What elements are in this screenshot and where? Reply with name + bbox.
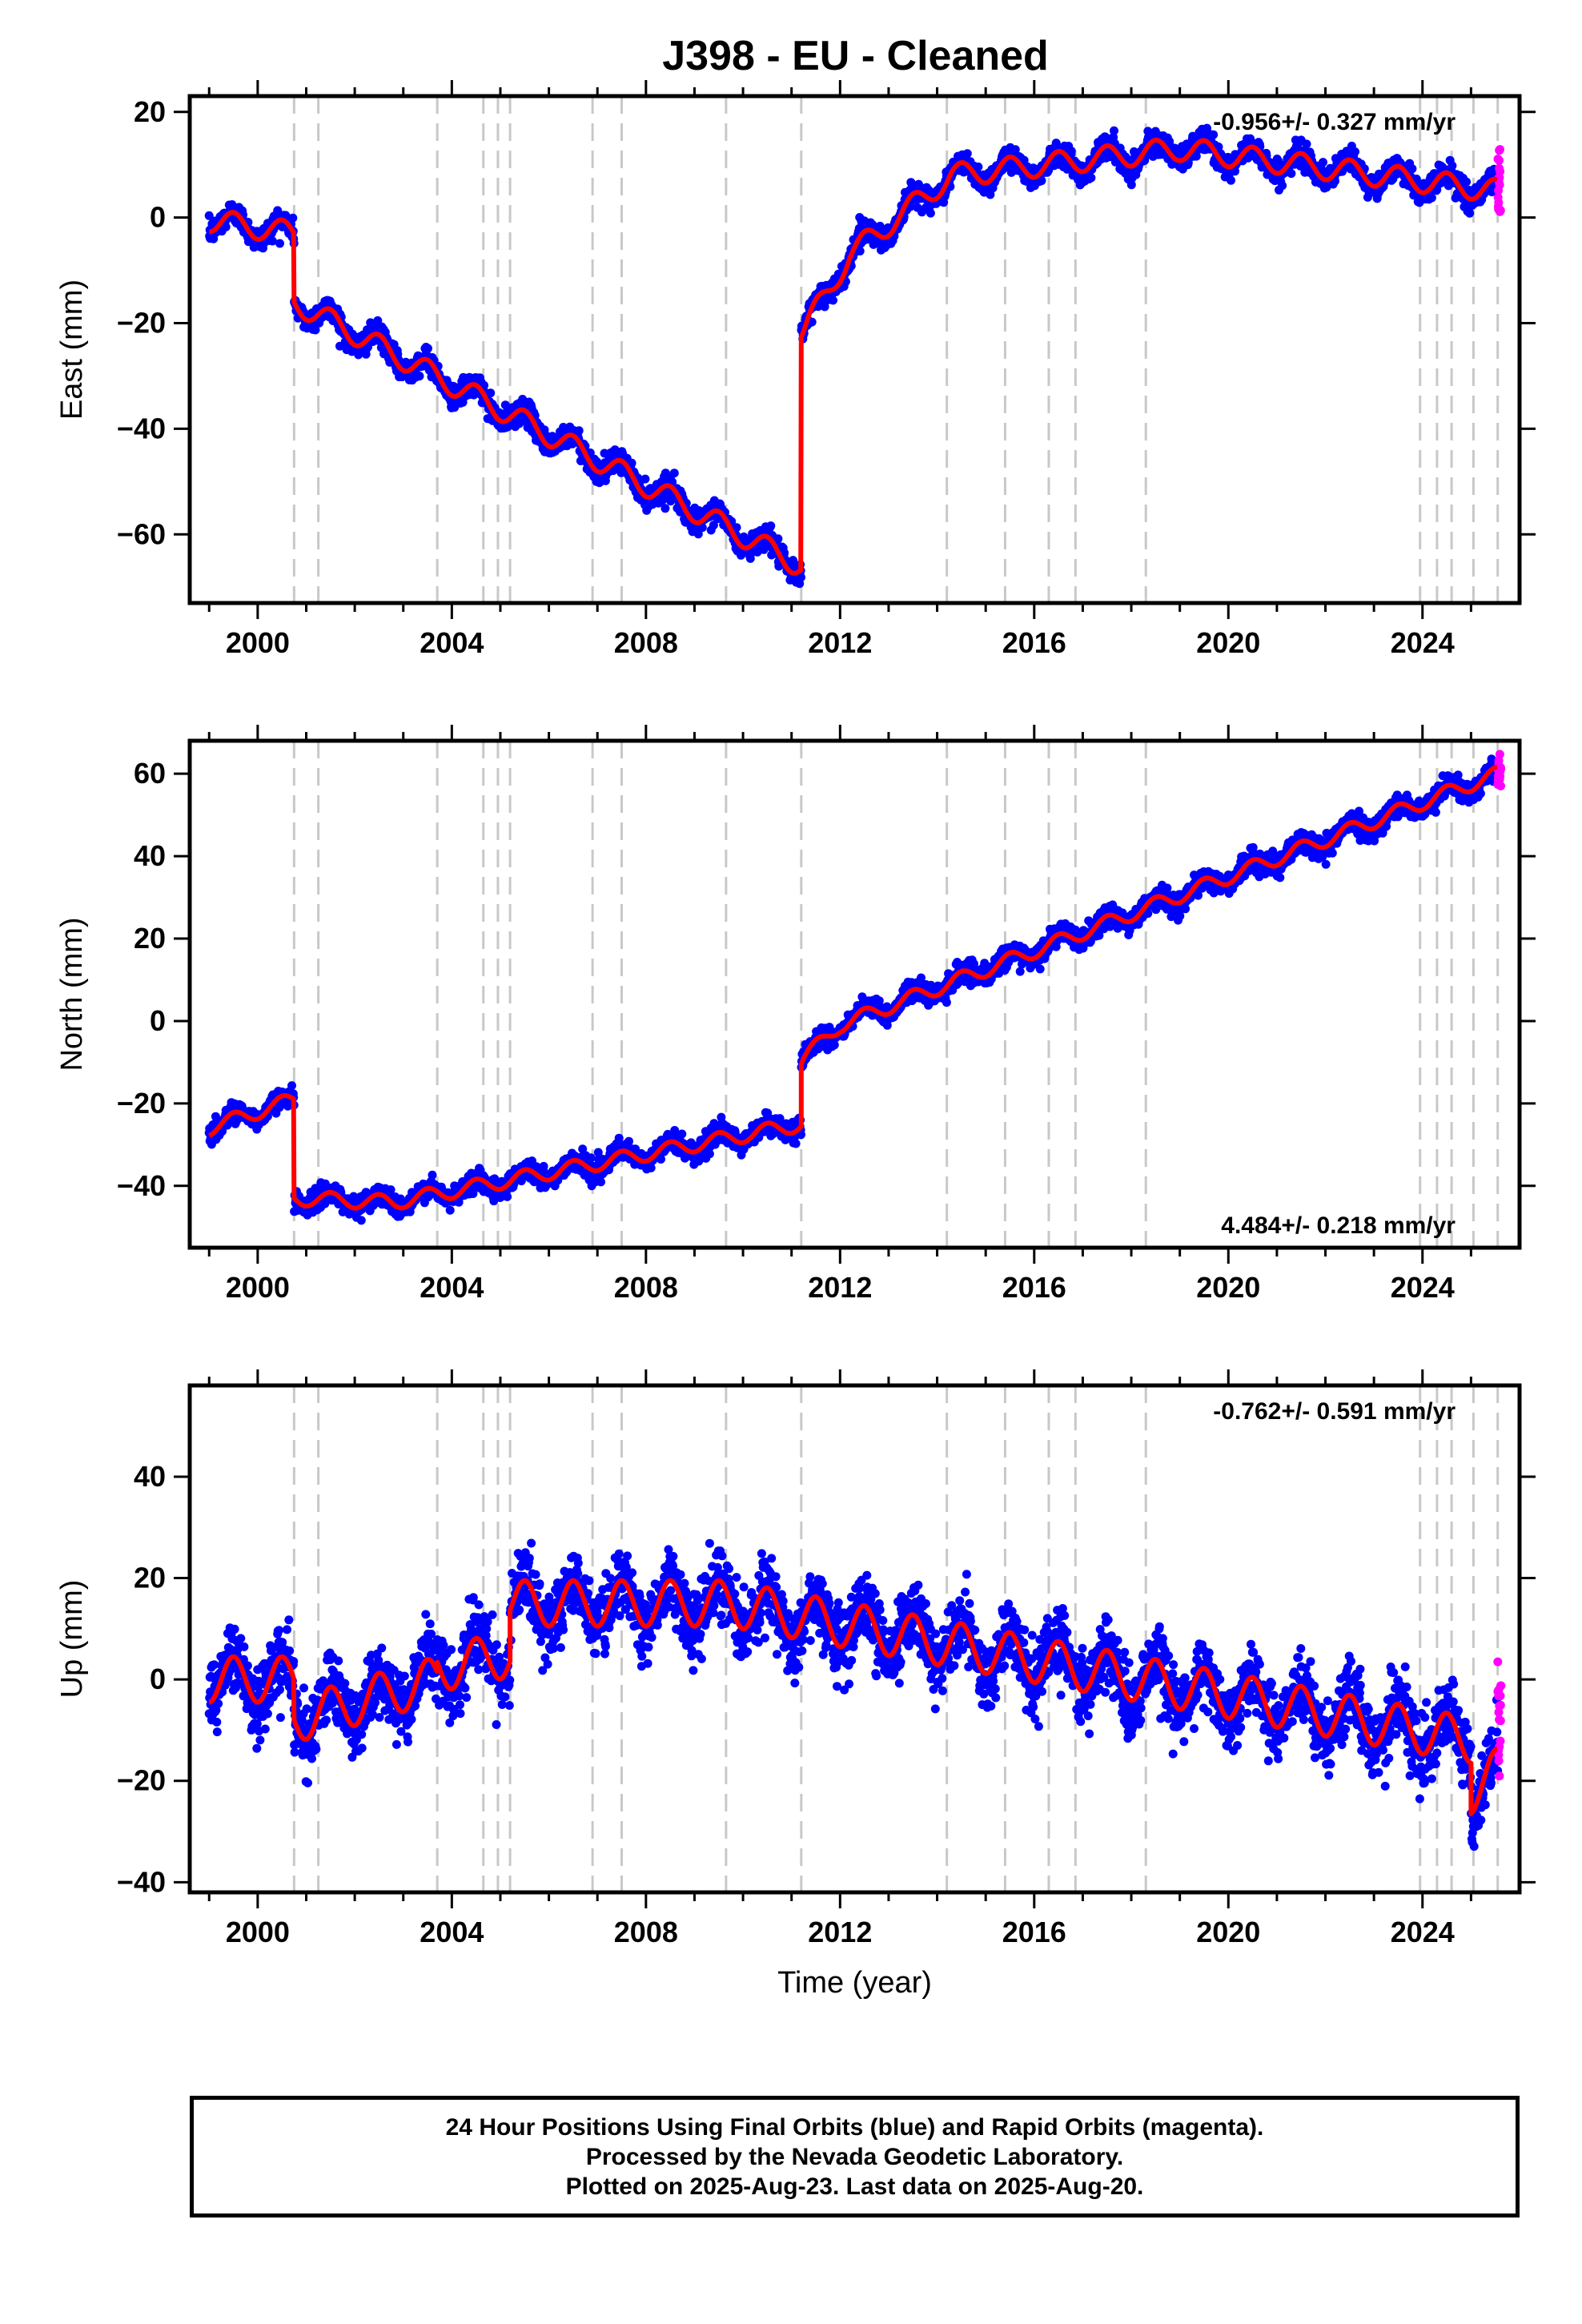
north-final-point bbox=[677, 1129, 687, 1139]
east-final-point bbox=[1209, 130, 1219, 139]
north-final-point bbox=[428, 1170, 437, 1180]
east-final-point bbox=[1086, 173, 1096, 183]
east-final-point bbox=[311, 325, 320, 335]
east-x-tick-label: 2004 bbox=[420, 626, 484, 659]
east-final-point bbox=[1302, 139, 1311, 149]
east-final-point bbox=[962, 149, 972, 159]
east-final-point bbox=[1278, 181, 1287, 191]
east-final-point bbox=[204, 211, 214, 220]
east-final-point bbox=[820, 302, 829, 312]
east-rate-label: -0.956+/- 0.327 mm/yr bbox=[1213, 109, 1456, 135]
east-final-point bbox=[669, 468, 679, 478]
east-final-point bbox=[986, 190, 995, 199]
east-final-point bbox=[574, 426, 584, 436]
east-final-point bbox=[486, 388, 496, 398]
east-y-tick-label: −20 bbox=[117, 307, 166, 340]
north-final-point bbox=[624, 1136, 633, 1146]
east-final-point bbox=[415, 372, 424, 381]
east-final-point bbox=[424, 344, 432, 353]
north-final-point bbox=[503, 1192, 512, 1201]
east-x-tick-label: 2012 bbox=[808, 626, 872, 659]
east-x-tick-label: 2024 bbox=[1391, 626, 1455, 659]
east-final-point bbox=[661, 504, 670, 513]
east-final-point bbox=[288, 213, 298, 223]
east-final-point bbox=[926, 208, 935, 218]
east-final-point bbox=[1066, 147, 1076, 156]
east-final-point bbox=[227, 200, 237, 209]
north-final-point bbox=[646, 1163, 656, 1172]
north-final-point bbox=[356, 1216, 366, 1225]
east-y-tick-label: −60 bbox=[117, 517, 166, 550]
east-final-point bbox=[766, 521, 776, 531]
east-y-tick-label: 20 bbox=[134, 95, 166, 128]
east-final-point bbox=[709, 521, 718, 530]
east-final-point bbox=[221, 222, 231, 231]
east-final-point bbox=[640, 474, 650, 484]
north-final-point bbox=[445, 1205, 455, 1215]
east-final-point bbox=[627, 458, 636, 468]
east-final-point bbox=[1037, 176, 1046, 186]
east-final-point bbox=[1319, 158, 1327, 167]
east-final-point bbox=[1447, 161, 1457, 171]
east-final-point bbox=[1427, 193, 1436, 203]
east-rapid-point bbox=[1495, 163, 1504, 173]
east-final-point bbox=[732, 523, 741, 533]
east-final-point bbox=[1351, 147, 1359, 156]
east-x-tick-label: 2020 bbox=[1196, 626, 1260, 659]
east-y-axis-label: East (mm) bbox=[55, 279, 89, 420]
north-final-orbit-series bbox=[204, 754, 1503, 1225]
east-final-point bbox=[1407, 164, 1417, 174]
east-final-point bbox=[974, 162, 983, 171]
east-final-point bbox=[1214, 142, 1223, 151]
east-final-point bbox=[797, 573, 805, 582]
east-final-point bbox=[905, 202, 915, 211]
east-final-point bbox=[1126, 180, 1136, 190]
east-x-tick-label: 2000 bbox=[226, 626, 290, 659]
east-final-point bbox=[267, 236, 277, 246]
east-final-point bbox=[1287, 169, 1296, 179]
north-final-point bbox=[586, 1153, 596, 1163]
east-final-point bbox=[1110, 126, 1118, 135]
east-y-tick-label: 0 bbox=[150, 201, 166, 234]
east-rapid-point bbox=[1496, 206, 1505, 215]
north-plot-area bbox=[204, 741, 1505, 1248]
east-x-tick-label: 2016 bbox=[1002, 626, 1066, 659]
east-final-point bbox=[1465, 208, 1475, 218]
north-panel: 2000 2004 2008 2012 2016 2020 2024−40−20020406… bbox=[55, 725, 1536, 1304]
east-rapid-point bbox=[1495, 146, 1504, 155]
east-final-point bbox=[773, 534, 783, 544]
east-final-point bbox=[693, 529, 703, 539]
east-final-point bbox=[1462, 177, 1472, 187]
east-final-orbit-series bbox=[204, 123, 1503, 589]
east-y-tick-label: −40 bbox=[117, 412, 166, 444]
east-final-point bbox=[855, 247, 865, 255]
east-final-point bbox=[1227, 175, 1235, 185]
east-final-point bbox=[275, 239, 284, 248]
east-rapid-point bbox=[1495, 155, 1504, 165]
east-x-tick-label: 2008 bbox=[614, 626, 678, 659]
north-final-point bbox=[287, 1081, 296, 1091]
chart-title: J398 - EU - Cleaned bbox=[662, 33, 1049, 79]
east-final-point bbox=[1010, 145, 1020, 155]
east-rapid-point bbox=[1493, 193, 1503, 203]
east-plot-area bbox=[204, 96, 1505, 603]
east-panel: 2000 2004 2008 2012 2016 2020 2024 −60 −40 −20 0 20… bbox=[55, 80, 1536, 659]
east-model-line bbox=[207, 137, 1499, 576]
east-final-point bbox=[745, 553, 755, 563]
east-final-point bbox=[697, 523, 707, 533]
east-final-point bbox=[829, 296, 837, 305]
